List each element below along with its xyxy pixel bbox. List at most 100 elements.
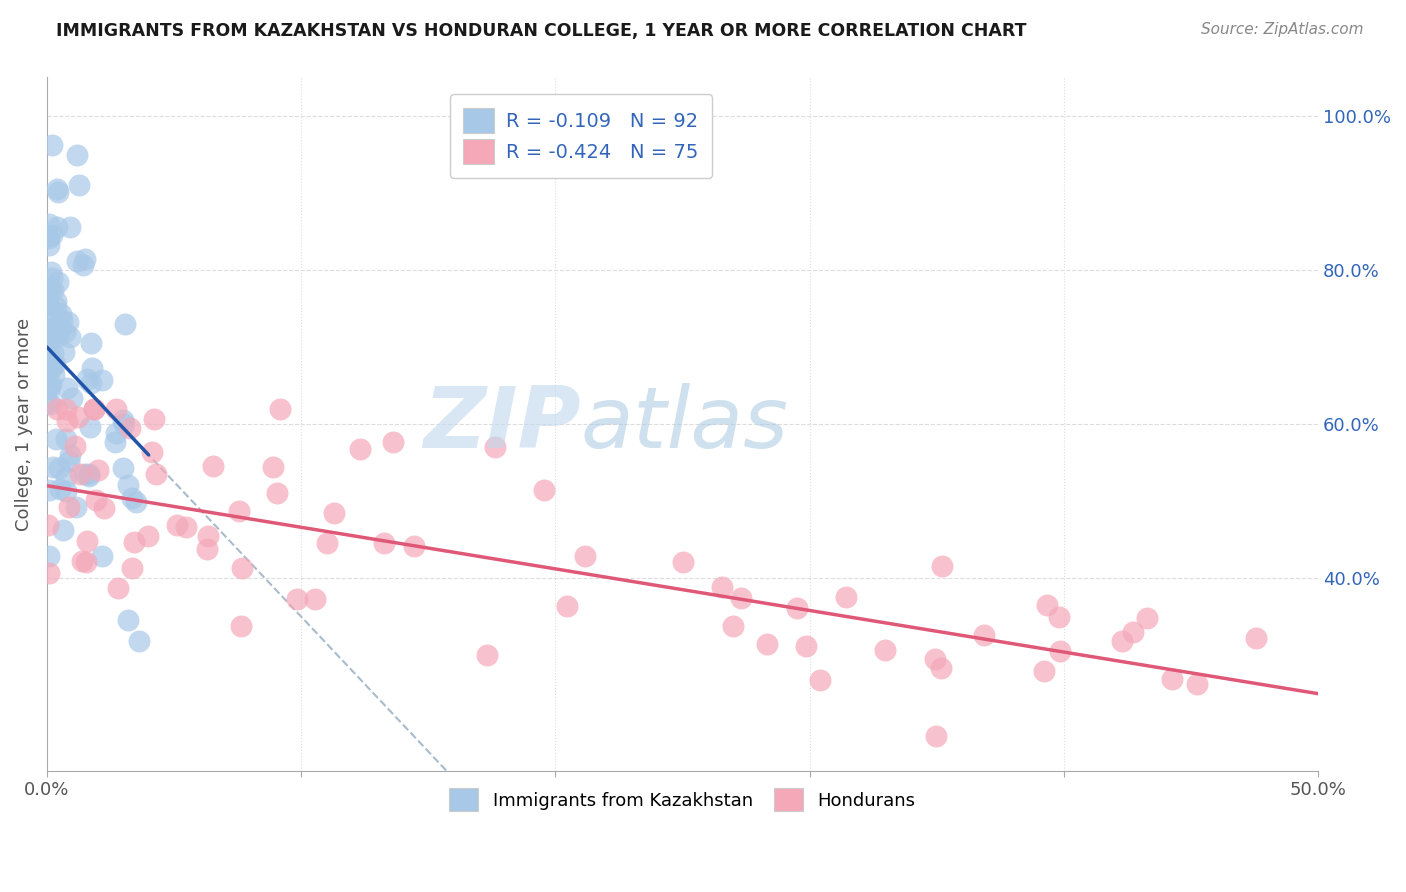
Point [381,435,404,450]
Point [873,643,896,657]
Point [48,276,70,290]
Point [86,463,108,477]
Point [287,591,309,606]
Point [37,293,59,308]
Point [76,533,98,548]
Point [136,529,159,543]
Point [59,219,82,234]
Point [555,599,578,613]
Point [86,492,108,507]
Point [924,652,946,666]
Text: Source: ZipAtlas.com: Source: ZipAtlas.com [1201,22,1364,37]
Point [44,326,66,341]
Legend: Immigrants from Kazakhstan, Hondurans: Immigrants from Kazakhstan, Hondurans [437,775,928,824]
Point [721,619,744,633]
Point [38,360,60,375]
Point [304,592,326,607]
Point [55,432,77,446]
Point [118,421,141,435]
Point [124,534,146,549]
Point [76,372,98,386]
Point [1049,643,1071,657]
Point [37,295,59,310]
Point [484,440,506,454]
Point [37,228,59,243]
Text: ZIP: ZIP [423,383,581,466]
Point [1136,610,1159,624]
Point [41,228,63,243]
Point [105,425,128,440]
Point [38,549,60,563]
Point [38,346,60,360]
Point [931,558,953,573]
Point [104,401,127,416]
Point [53,325,76,339]
Point [121,561,143,575]
Point [48,461,70,475]
Point [1111,634,1133,648]
Point [1036,598,1059,612]
Point [51,523,73,537]
Point [45,432,67,446]
Point [808,673,831,688]
Point [39,305,62,319]
Point [48,321,70,335]
Point [228,504,250,518]
Point [65,439,87,453]
Point [66,148,89,162]
Point [533,483,555,497]
Point [404,539,426,553]
Point [229,618,252,632]
Point [59,448,82,462]
Point [41,360,63,375]
Point [477,648,499,663]
Point [79,420,101,434]
Point [37,518,59,533]
Point [121,491,143,505]
Point [1187,677,1209,691]
Point [41,316,63,330]
Point [46,328,69,343]
Point [1246,631,1268,645]
Point [730,591,752,605]
Point [266,485,288,500]
Point [104,434,127,449]
Point [80,376,103,391]
Point [55,414,77,428]
Point [349,442,371,456]
Point [65,500,87,515]
Point [38,354,60,368]
Point [195,541,218,556]
Point [202,459,225,474]
Point [93,500,115,515]
Point [77,467,100,481]
Point [56,315,79,329]
Y-axis label: College, 1 year or more: College, 1 year or more [15,318,32,531]
Point [128,633,150,648]
Point [1033,664,1056,678]
Point [114,317,136,331]
Text: IMMIGRANTS FROM KAZAKHSTAN VS HONDURAN COLLEGE, 1 YEAR OR MORE CORRELATION CHART: IMMIGRANTS FROM KAZAKHSTAN VS HONDURAN C… [56,22,1026,40]
Point [46,220,69,235]
Point [107,581,129,595]
Point [45,401,67,416]
Point [786,600,808,615]
Point [322,506,344,520]
Point [38,483,60,497]
Point [39,265,62,279]
Point [1122,624,1144,639]
Point [75,555,97,569]
Point [117,478,139,492]
Point [80,336,103,351]
Point [38,238,60,252]
Point [166,517,188,532]
Point [197,529,219,543]
Point [90,374,112,388]
Point [38,231,60,245]
Point [41,271,63,285]
Point [125,495,148,509]
Point [269,401,291,416]
Point [794,639,817,653]
Point [72,258,94,272]
Point [56,381,79,395]
